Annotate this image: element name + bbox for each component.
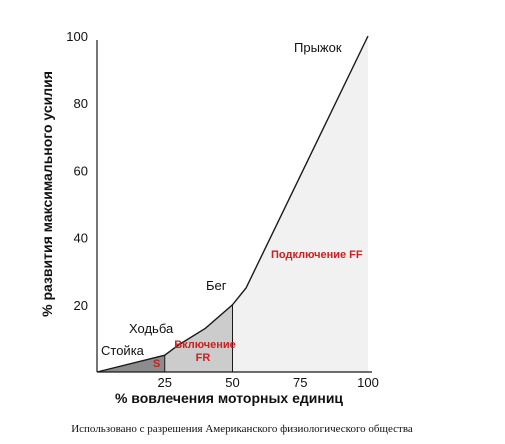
x-tick-label: 25 bbox=[158, 375, 172, 390]
x-tick-label: 50 bbox=[225, 375, 239, 390]
annotation-jump: Прыжок bbox=[294, 40, 342, 55]
y-tick-label: 100 bbox=[66, 29, 88, 44]
y-tick-labels: 20 40 60 80 100 bbox=[66, 29, 88, 313]
annotation-walk: Ходьба bbox=[129, 321, 174, 336]
region-area-3 bbox=[232, 36, 368, 372]
force-recruitment-line bbox=[96, 35, 369, 373]
x-tick-label: 75 bbox=[293, 375, 307, 390]
annotation-stance: Стойка bbox=[101, 343, 145, 358]
y-tick-label: 20 bbox=[74, 298, 88, 313]
annotation-fr-line2: FR bbox=[196, 352, 211, 364]
chart-regions bbox=[97, 36, 368, 372]
y-axis-title: % развития максимального усилия bbox=[39, 71, 55, 317]
y-tick-label: 40 bbox=[74, 231, 88, 246]
annotation-s: S bbox=[153, 358, 160, 370]
x-tick-labels: 25 50 75 100 bbox=[158, 375, 379, 390]
y-tick-label: 60 bbox=[74, 163, 88, 178]
y-tick-label: 80 bbox=[74, 96, 88, 111]
annotation-run: Бег bbox=[206, 278, 227, 293]
annotation-ff: Подключение FF bbox=[271, 249, 363, 261]
region-dividers bbox=[164, 304, 233, 372]
x-axis-title: % вовлечения моторных единиц bbox=[115, 390, 343, 406]
annotation-fr-line1: Включение bbox=[174, 339, 236, 351]
caption: Использовано с разрешения Американского … bbox=[71, 423, 413, 435]
region-area-2 bbox=[164, 304, 233, 372]
x-tick-label: 100 bbox=[357, 375, 379, 390]
